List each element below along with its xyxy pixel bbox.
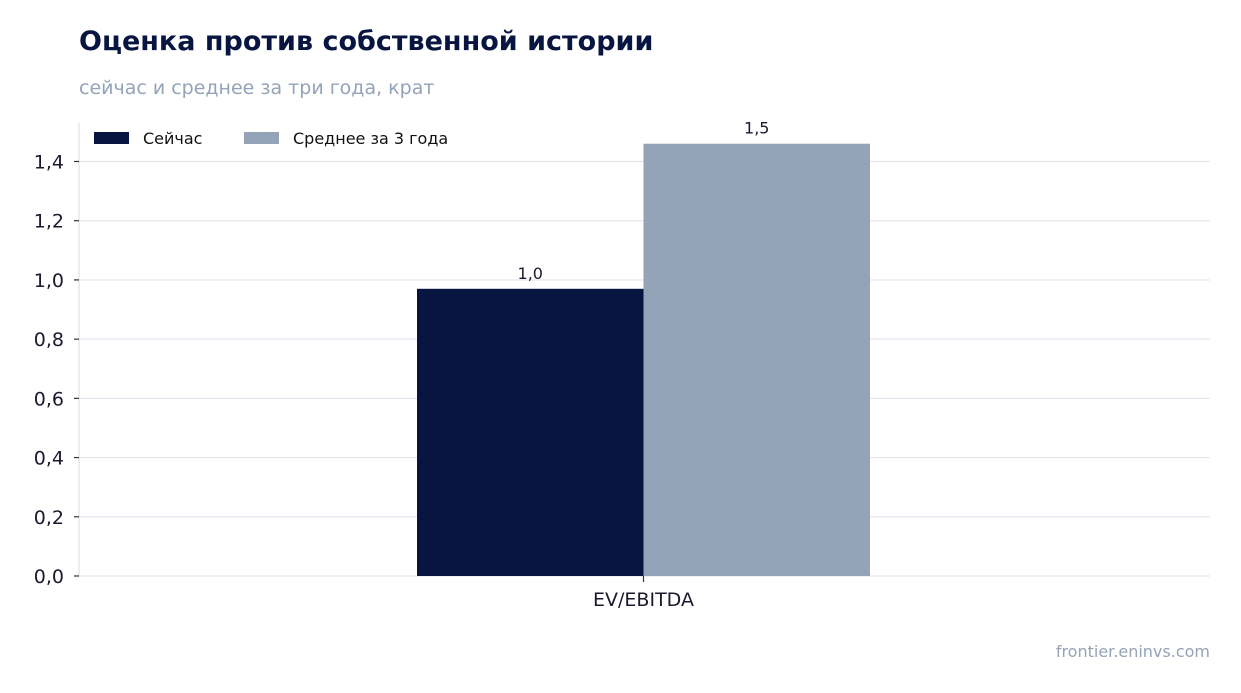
x-tick-label: EV/EBITDA — [593, 589, 694, 611]
legend-swatch-current — [94, 132, 129, 144]
y-tick-label: 0,4 — [34, 448, 64, 470]
y-tick-label: 1,0 — [34, 270, 64, 292]
y-tick-label: 0,6 — [34, 388, 64, 410]
source-credit: frontier.eninvs.com — [1055, 642, 1210, 661]
data-label: 1,0 — [518, 264, 543, 283]
y-tick-label: 0,2 — [34, 507, 64, 529]
y-tick-label: 1,4 — [34, 151, 64, 173]
bar-current — [417, 288, 644, 576]
legend-swatch-average — [244, 132, 279, 144]
data-label: 1,5 — [744, 119, 769, 138]
y-tick-label: 0,8 — [34, 329, 64, 351]
bar-average — [643, 143, 870, 576]
chart-title: Оценка против собственной истории — [79, 26, 654, 57]
y-tick-label: 0,0 — [34, 566, 64, 588]
chart-subtitle: сейчас и среднее за три года, крат — [79, 77, 435, 99]
legend-label-current: Сейчас — [143, 129, 202, 148]
legend-label-average: Среднее за 3 года — [293, 129, 448, 148]
y-tick-label: 1,2 — [34, 211, 64, 233]
